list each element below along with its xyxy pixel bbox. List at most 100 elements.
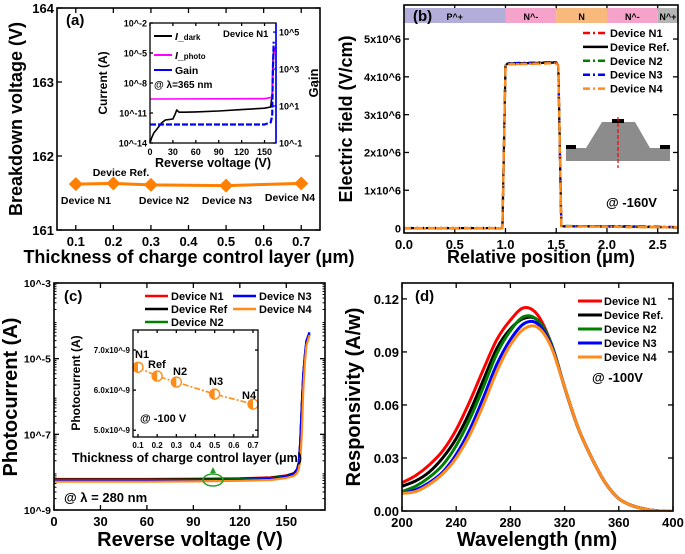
legend-label: Device N2 — [171, 317, 224, 329]
y-tick-label: 0 — [395, 223, 401, 235]
x-tick-label: 150 — [257, 147, 272, 157]
y-tick-label: 10^-7 — [24, 429, 51, 441]
point-label: Device Ref. — [93, 167, 150, 179]
x-tick-label: 0.4 — [190, 441, 202, 450]
annotation: @ λ = 280 nm — [64, 490, 147, 505]
legend-label: Device Ref. — [604, 310, 663, 322]
x-tick-label: 0.2 — [152, 441, 164, 450]
series-i-dark — [150, 49, 275, 143]
inset-frame — [132, 329, 259, 438]
region-band-n — [657, 8, 678, 23]
y2-tick-label: 10^5 — [279, 28, 299, 38]
panel-c-frame — [53, 282, 326, 511]
y-tick-label: 10^-5 — [24, 354, 51, 366]
x-tick-label: 0.7 — [292, 234, 310, 249]
point-label: Device N3 — [202, 195, 252, 207]
series-gain — [150, 41, 275, 126]
x-tick-label: 0.3 — [171, 441, 183, 450]
inset-background — [150, 23, 276, 143]
point-label: Device N4 — [265, 192, 315, 204]
point-label: Device N2 — [139, 195, 189, 207]
x-tick-label: 280 — [500, 515, 522, 530]
y-tick-label: 162 — [32, 149, 54, 164]
y-tick-label: 10^-14 — [119, 138, 147, 148]
x-tick-label: 0.5 — [217, 234, 235, 249]
data-point-half-fill — [209, 389, 215, 400]
data-point-diamond — [294, 176, 309, 191]
y-tick-label: 163 — [32, 75, 54, 90]
data-point-diamond — [106, 176, 121, 191]
x-axis-title: Wavelength (nm) — [457, 529, 617, 551]
x-tick-label: 0.5 — [209, 441, 221, 450]
legend-label: Device N1 — [171, 291, 224, 303]
y-axis-title: Electric field (V/cm) — [336, 35, 356, 202]
x-tick-label: 60 — [140, 514, 154, 529]
x-tick-label: 0 — [50, 514, 57, 529]
x-tick-label: 0.6 — [228, 441, 240, 450]
region-label: P^+ — [446, 12, 463, 22]
panel-b-axes: 0.0 0.5 1.0 1.5 2.0 2.5 0 1x10^6 2x10^6 3x10^6 4x1… — [364, 5, 678, 252]
region-band-n — [606, 8, 658, 23]
inset-x-axis-title: Reverse voltage (V) — [155, 156, 271, 170]
contact-left — [566, 145, 576, 149]
inset-x-axis-title: Thickness of charge control layer (μm) — [72, 451, 302, 465]
panel-label: (d) — [415, 288, 434, 305]
region-band-p — [404, 8, 506, 23]
x-tick-label: 30 — [168, 147, 178, 157]
x-tick-label: 0.1 — [132, 441, 144, 450]
y-tick-label: 10^-11 — [119, 108, 147, 118]
y-tick-label: 10^-2 — [124, 18, 147, 28]
x-axis-title: Thickness of charge control layer (μm) — [23, 247, 354, 267]
panel-d-axes: 200 240 280 320 360 400 0.00 0.03 0.06 0.09 0.12 — [374, 283, 684, 530]
x-axis-title: Relative position (μm) — [447, 247, 635, 267]
data-point-diamond — [68, 177, 83, 192]
legend-label: Device N2 — [610, 56, 663, 68]
series-device-n4 — [54, 334, 311, 483]
x-axis-title: Reverse voltage (V) — [97, 529, 283, 551]
panel-label: (c) — [64, 288, 82, 305]
point-label: Ref — [148, 359, 166, 371]
series-device-n4-overlay — [404, 62, 678, 230]
x-tick-label: 0.2 — [104, 234, 122, 249]
x-tick-label: 200 — [391, 515, 413, 530]
y-tick-label: 0.09 — [374, 345, 399, 360]
legend-label: Device N4 — [610, 84, 663, 96]
inset-c-axes: 0.1 0.2 0.3 0.4 0.5 0.6 0.7 5.0x10^-9 6.0x10^-9 7… — [94, 330, 259, 450]
x-tick-label: 0.3 — [142, 234, 160, 249]
y2-tick-label: 10^-1 — [279, 139, 302, 149]
series-device-n4 — [404, 62, 678, 230]
legend-label: Device N1 — [610, 28, 663, 40]
x-tick-label: 0.5 — [446, 237, 464, 252]
inset-y2-axis-title: Gain — [306, 68, 321, 97]
region-label: N^- — [625, 12, 640, 22]
x-tick-label: 1.0 — [496, 237, 514, 252]
inset-y-axis-title: Current (A) — [96, 51, 110, 114]
y-tick-label: 5.0x10^-9 — [94, 426, 131, 435]
legend-label: Device N3 — [259, 291, 312, 303]
region-label: N^- — [523, 12, 538, 22]
y-tick-label: 161 — [32, 223, 54, 238]
inset-annotation: @ -100 V — [140, 413, 187, 425]
y-tick-label: 10^-5 — [124, 48, 147, 58]
legend-label: Device Ref — [171, 304, 228, 316]
y-tick-label: 3x10^6 — [364, 110, 401, 122]
x-tick-label: 400 — [662, 515, 684, 530]
x-tick-label: 1.5 — [547, 237, 565, 252]
legend-label: I_photo — [175, 50, 206, 62]
x-tick-label: 0.7 — [247, 441, 259, 450]
y-tick-label: 0.06 — [374, 398, 399, 413]
data-point-diamond — [219, 178, 234, 193]
point-label: N2 — [173, 366, 187, 378]
inset-annotation: @ λ=365 nm — [154, 80, 213, 91]
y-tick-label: 0.00 — [374, 504, 399, 519]
legend-label: Device N4 — [604, 352, 657, 364]
x-tick-label: 0.1 — [67, 234, 85, 249]
y-tick-label: 10^-9 — [24, 505, 51, 517]
data-point-half-fill — [248, 399, 254, 410]
y-tick-label: 10^-3 — [24, 278, 51, 290]
y-tick-label: 1x10^6 — [364, 185, 401, 197]
y-tick-label: 2x10^6 — [364, 148, 401, 160]
legend-label: I_dark — [175, 31, 201, 43]
annotation: @ -100V — [592, 370, 643, 385]
